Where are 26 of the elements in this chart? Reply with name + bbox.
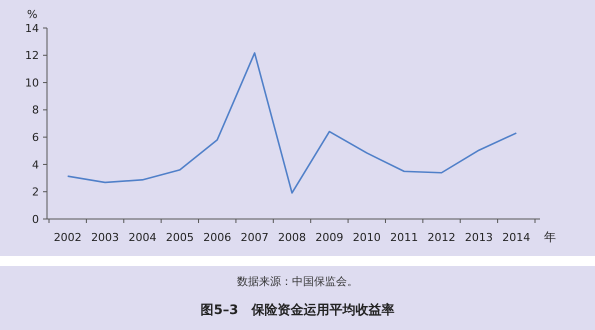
x-tick-label: 2002	[54, 231, 82, 244]
text: 图5–3 保险资金运用平均收益率	[200, 302, 394, 318]
line-series	[66, 52, 518, 194]
x-axis-title: 年	[544, 230, 556, 244]
y-tick-label: 6	[32, 130, 39, 144]
y-tick-label: 10	[25, 76, 39, 90]
x-tick-label: 2010	[352, 231, 381, 244]
y-tick-label: 8	[32, 104, 39, 117]
y-tick-label: 4	[32, 158, 39, 172]
y-tick-label: 0	[32, 212, 39, 226]
y-tick-label: 2	[32, 186, 39, 199]
x-tick-label: 2003	[91, 231, 120, 244]
y-axis-title: %	[27, 8, 38, 21]
x-tick-label: 2014	[502, 231, 530, 244]
x-tick-label: 2013	[464, 231, 493, 244]
source-note: 数据来源：中国保监会。	[237, 275, 358, 288]
x-tick-label: 2012	[428, 231, 456, 244]
x-tick-label: 2004	[128, 231, 156, 244]
x-tick-label: 2009	[315, 231, 344, 244]
x-tick-label: 2007	[240, 231, 269, 244]
y-tick-label: 14	[25, 22, 39, 35]
x-tick-label: 2006	[203, 231, 232, 244]
x-tick-label: 2008	[278, 231, 306, 244]
x-tick-label: 2005	[166, 231, 194, 244]
x-tick-label: 2011	[390, 231, 418, 244]
y-tick-label: 12	[25, 49, 39, 62]
